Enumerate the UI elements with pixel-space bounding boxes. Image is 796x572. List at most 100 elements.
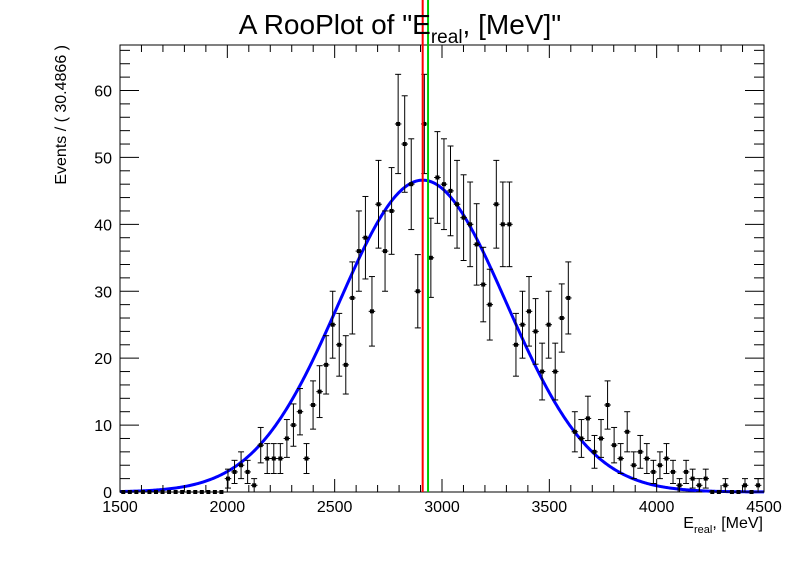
point-marker	[435, 175, 440, 180]
data-point	[283, 419, 291, 458]
data-point	[604, 380, 611, 430]
y-tick-label: 20	[94, 351, 112, 368]
x-axis-label-suffix: , [MeV]	[712, 515, 763, 532]
data-point	[270, 443, 278, 475]
data-point	[722, 478, 729, 493]
data-point	[512, 312, 520, 377]
point-marker	[716, 490, 721, 494]
point-marker	[239, 463, 244, 468]
data-point	[290, 403, 297, 447]
point-marker	[520, 322, 525, 327]
data-point	[709, 490, 716, 494]
data-point	[499, 181, 507, 268]
point-marker	[369, 309, 374, 314]
data-point	[146, 490, 153, 494]
point-marker	[455, 202, 460, 207]
point-marker	[167, 490, 172, 494]
point-marker	[245, 469, 250, 474]
point-marker	[756, 483, 761, 488]
data-point	[440, 138, 448, 231]
point-marker	[147, 490, 152, 494]
data-point	[656, 451, 664, 480]
data-point	[316, 365, 323, 419]
data-point	[139, 490, 147, 494]
data-point	[237, 451, 245, 480]
point-marker	[723, 483, 728, 488]
point-marker	[631, 463, 636, 468]
point-marker	[350, 295, 355, 300]
point-marker	[383, 249, 388, 254]
point-marker	[461, 215, 466, 220]
point-marker	[664, 456, 669, 461]
marker-lines-layer	[421, 0, 430, 492]
point-marker	[311, 403, 316, 408]
point-marker	[153, 490, 158, 494]
point-marker	[389, 208, 394, 213]
data-point	[538, 342, 546, 401]
point-marker	[140, 490, 145, 494]
data-point	[584, 395, 592, 442]
data-point	[578, 419, 585, 458]
point-marker	[527, 309, 532, 314]
point-marker	[265, 456, 270, 461]
point-marker	[428, 255, 433, 260]
axes: 1500 2000 2500 3000 3500 4000 4500 0 10 20 30 40 50 6…	[94, 45, 782, 516]
point-marker	[304, 456, 309, 461]
point-marker	[585, 416, 590, 421]
y-tick-label: 10	[94, 418, 112, 435]
point-marker	[507, 222, 512, 227]
data-point	[296, 388, 304, 436]
data-point	[407, 138, 415, 231]
x-tick-label: 1500	[102, 499, 138, 516]
data-point	[525, 276, 533, 347]
data-point	[362, 195, 369, 280]
data-point	[460, 174, 467, 261]
x-axis-label: Ereal, [MeV]	[683, 515, 763, 536]
data-point	[669, 459, 677, 485]
point-marker	[232, 469, 237, 474]
point-marker	[677, 483, 682, 488]
data-point	[231, 459, 238, 485]
point-marker	[657, 463, 662, 468]
data-points-layer	[119, 73, 762, 494]
data-point	[277, 443, 284, 475]
data-point	[643, 443, 651, 475]
point-marker	[219, 490, 224, 494]
data-point	[689, 468, 696, 489]
data-point	[165, 490, 173, 494]
data-point	[322, 335, 330, 395]
data-point	[303, 443, 310, 475]
data-point	[414, 254, 422, 329]
point-marker	[363, 235, 368, 240]
x-tick-label: 3500	[532, 499, 568, 516]
point-marker	[330, 322, 335, 327]
data-point	[349, 261, 356, 335]
point-marker	[317, 389, 322, 394]
data-point	[191, 490, 199, 494]
point-marker	[500, 222, 505, 227]
point-marker	[566, 295, 571, 300]
data-point	[401, 95, 408, 193]
point-marker	[605, 403, 610, 408]
data-point	[519, 290, 526, 359]
y-tick-label: 50	[94, 150, 112, 167]
point-marker	[487, 302, 492, 307]
point-marker	[684, 469, 689, 474]
data-point	[486, 268, 494, 341]
data-point	[728, 490, 736, 494]
point-marker	[324, 362, 329, 367]
data-point	[447, 145, 454, 237]
y-tick-label: 40	[94, 217, 112, 234]
point-marker	[533, 329, 538, 334]
data-point	[224, 468, 232, 489]
data-point	[434, 131, 441, 224]
y-tick-label: 30	[94, 284, 112, 301]
point-marker	[618, 456, 623, 461]
point-marker	[396, 121, 401, 126]
data-point	[571, 411, 579, 453]
data-point	[309, 380, 317, 430]
x-tick-label: 4500	[746, 499, 782, 516]
data-point	[250, 478, 258, 493]
point-marker	[625, 429, 630, 434]
